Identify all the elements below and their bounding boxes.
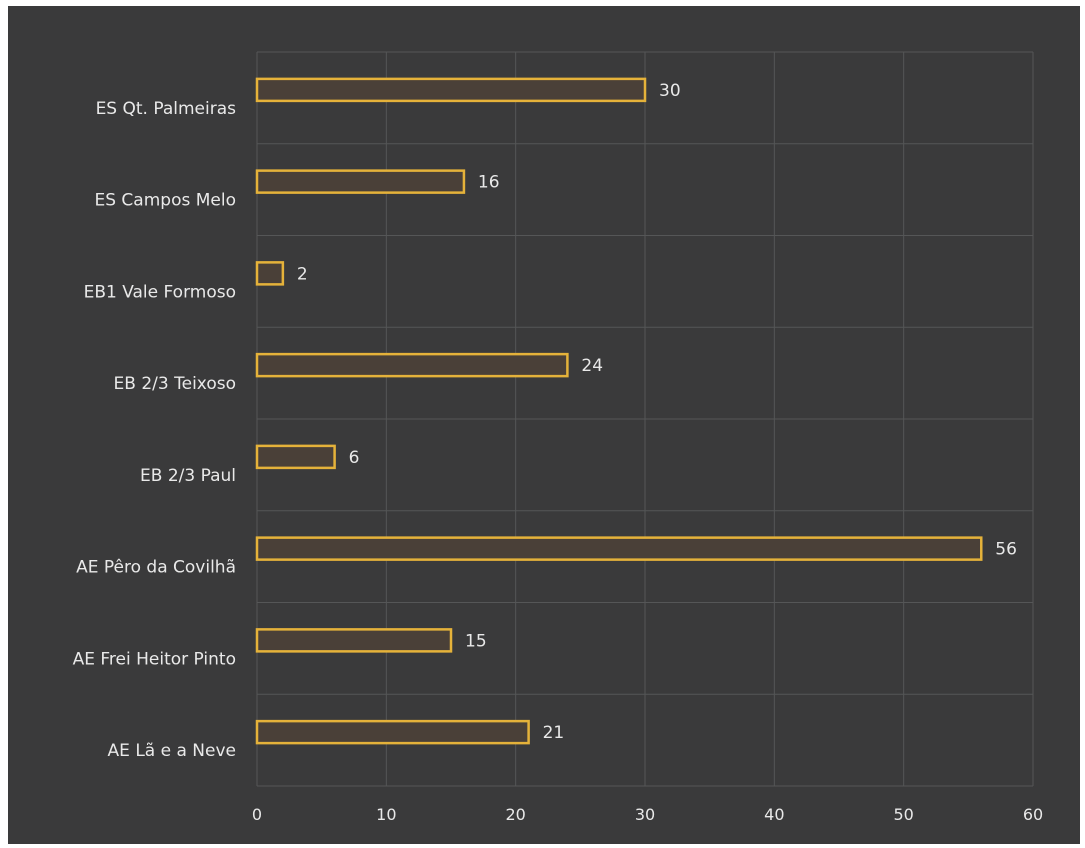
bar-3 [255, 352, 569, 378]
bars [255, 77, 983, 745]
data-labels: 30 16 2 24 6 56 15 21 [297, 81, 1017, 743]
bar-7 [255, 719, 530, 745]
category-label-6: AE Frei Heitor Pinto [73, 649, 236, 669]
bar-5 [255, 536, 983, 561]
x-tick-label-3: 30 [635, 805, 655, 824]
category-label-2: EB1 Vale Formoso [84, 282, 236, 302]
category-label-0: ES Qt. Palmeiras [96, 99, 237, 119]
data-label-6: 15 [465, 631, 487, 651]
data-label-4: 6 [349, 448, 360, 468]
category-label-1: ES Campos Melo [95, 191, 237, 211]
category-label-3: EB 2/3 Teixoso [114, 374, 236, 394]
category-label-5: AE Pêro da Covilhã [76, 558, 236, 578]
data-label-1: 16 [478, 173, 500, 193]
data-label-5: 56 [995, 540, 1017, 560]
data-label-3: 24 [581, 356, 603, 376]
x-tick-label-6: 60 [1023, 805, 1043, 824]
x-tick-label-5: 50 [893, 805, 913, 824]
bar-6 [255, 628, 453, 653]
x-tick-label-0: 0 [252, 805, 262, 824]
x-tick-label-1: 10 [376, 805, 396, 824]
x-tick-label-4: 40 [764, 805, 784, 824]
gridlines [256, 51, 1034, 787]
data-label-0: 30 [659, 81, 681, 101]
x-tick-label-2: 20 [505, 805, 525, 824]
bar-0 [255, 77, 647, 103]
x-axis-ticks: 0 10 20 30 40 50 60 [252, 805, 1043, 824]
chart-panel [8, 6, 1080, 844]
category-label-4: EB 2/3 Paul [140, 466, 236, 486]
bar-1 [255, 169, 466, 194]
bar-4 [255, 444, 336, 470]
category-label-7: AE Lã e a Neve [108, 741, 236, 761]
category-labels: ES Qt. Palmeiras ES Campos Melo EB1 Vale F… [73, 99, 237, 761]
data-label-7: 21 [543, 723, 565, 743]
data-label-2: 2 [297, 264, 308, 284]
bar-2 [255, 261, 285, 286]
